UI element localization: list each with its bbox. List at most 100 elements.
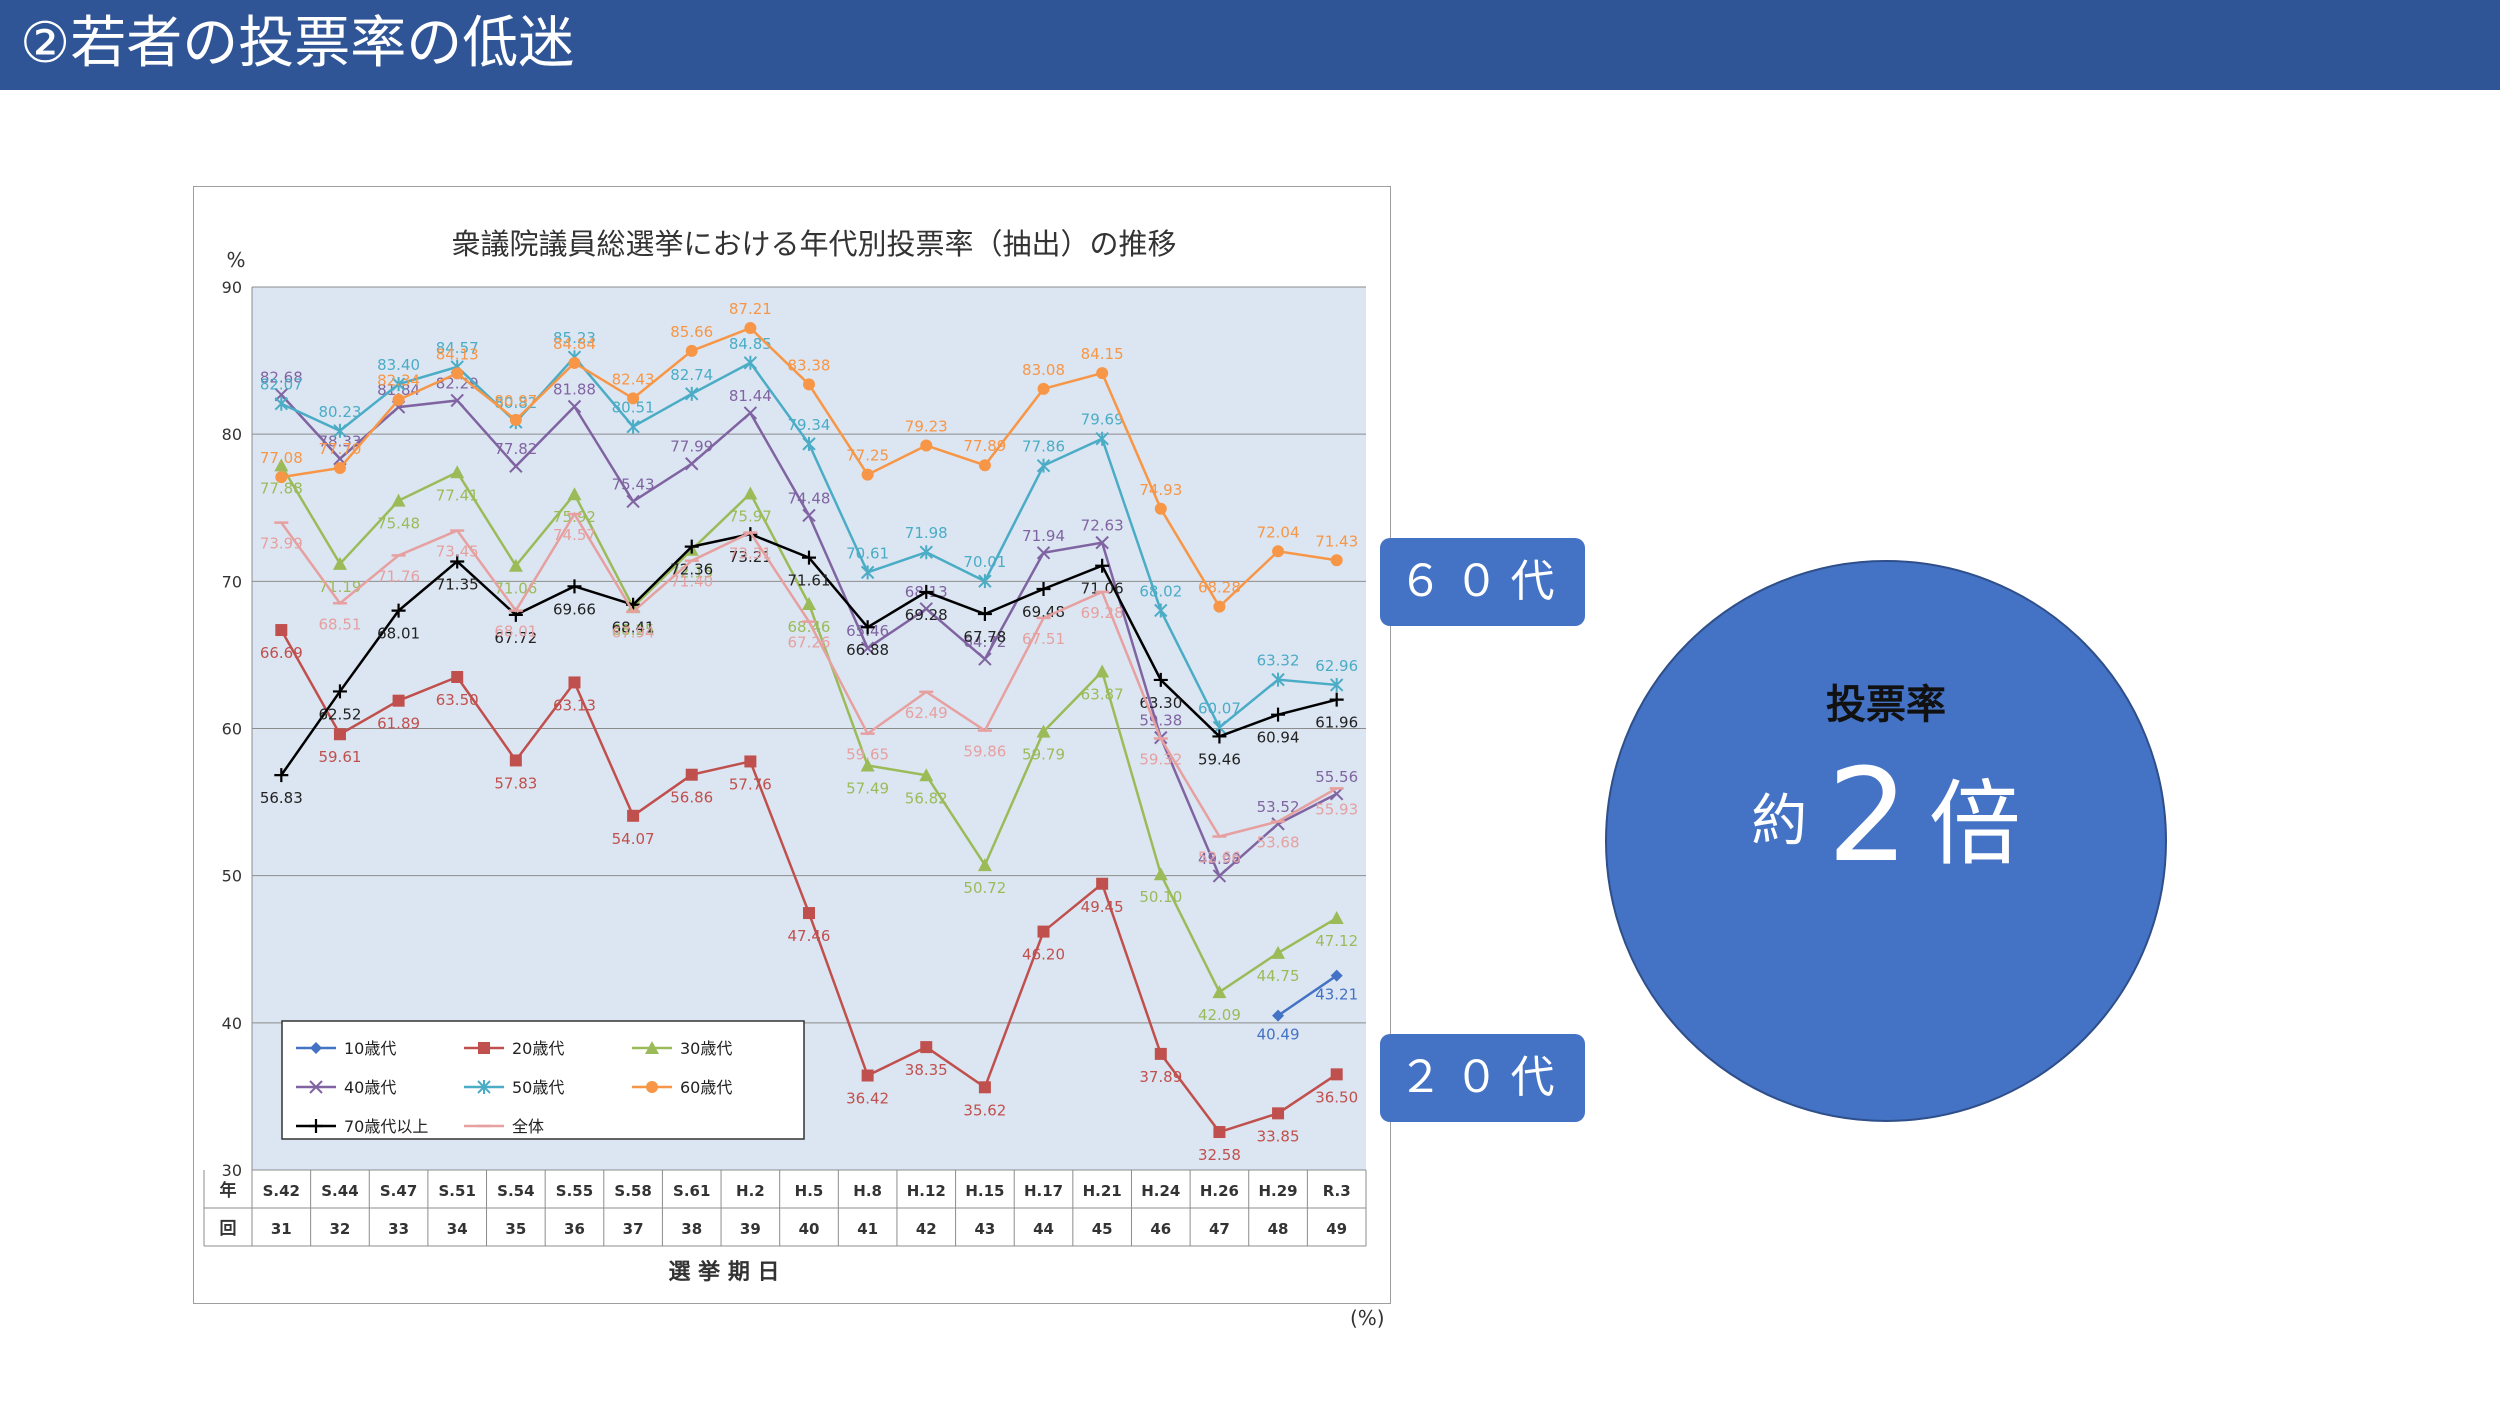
data-point [1329,911,1344,925]
legend-swatch-marker [646,1081,658,1093]
data-label: 59.38 [1139,712,1182,730]
x-tick-label: S.44 [321,1182,358,1200]
data-point [392,393,405,406]
data-label: 75.97 [729,507,772,525]
data-point [919,602,933,616]
data-point [1330,554,1343,567]
data-label: 50.72 [963,879,1006,897]
data-label: 63.50 [436,691,479,709]
data-label: 77.41 [436,486,479,504]
data-label: 69.66 [553,600,596,618]
data-label: 61.89 [377,715,420,733]
legend-swatch-marker [309,1080,323,1094]
data-point [802,596,816,610]
data-point [802,508,816,523]
chart-frame: 衆議院議員総選挙における年代別投票率（抽出）の推移 % 選 挙 期 日 30 40… [193,186,1391,1304]
data-label: 62.52 [318,705,361,723]
data-point [509,413,522,426]
data-point [1154,603,1168,618]
data-label: 59.65 [846,746,889,764]
data-label: 35.62 [963,1101,1006,1119]
data-point [1272,1009,1285,1022]
data-label: 77.99 [670,438,713,456]
data-point [391,603,406,618]
data-label: 72.04 [1257,523,1300,541]
data-label: 71.98 [905,524,948,542]
row-label-year: 年 [220,1180,237,1201]
data-label: 55.56 [1315,768,1358,786]
data-label: 73.99 [260,535,303,553]
data-label: 79.34 [788,416,831,434]
data-point [802,436,816,451]
y-tick-label: 80 [222,425,242,444]
data-label: 71.06 [1081,580,1124,598]
data-label: 57.83 [494,774,537,792]
row-label-round: 回 [220,1219,237,1239]
legend-swatch-marker [478,1042,490,1054]
data-point [860,620,875,635]
data-label: 68.01 [494,623,537,641]
x-round-label: 33 [388,1220,409,1238]
data-label: 74.57 [553,526,596,544]
data-label: 53.52 [1257,798,1300,816]
data-point [391,493,406,507]
x-tick-label: H.15 [965,1182,1004,1200]
data-label: 59.32 [1139,751,1182,769]
data-label: 82.43 [612,370,655,388]
data-point [275,624,288,637]
data-point [508,558,523,572]
data-point [978,574,992,589]
data-point [333,462,346,475]
x-round-label: 47 [1209,1220,1230,1238]
data-point [626,419,640,434]
data-label: 66.69 [260,644,303,662]
y-tick-label: 90 [222,278,242,297]
series-70歳代以上: 56.83 62.52 68.01 71.35 67.72 69.66 68.41 72.36… [260,527,1358,807]
x-round-label: 45 [1092,1220,1113,1238]
x-tick-label: H.17 [1024,1182,1063,1200]
data-point [332,556,347,570]
data-label: 56.82 [905,789,948,807]
data-point [1036,581,1051,596]
x-round-label: 35 [505,1220,526,1238]
data-label: 46.20 [1022,946,1065,964]
data-label: 72.63 [1081,517,1124,535]
data-label: 73.31 [729,545,772,563]
y-tick-label: 40 [222,1014,242,1033]
data-label: 56.86 [670,789,713,807]
circle-suffix: 倍 [1928,771,2021,878]
x-tick-label: R.3 [1323,1182,1351,1200]
legend-label: 40歳代 [344,1078,396,1097]
data-label: 82.74 [670,366,713,384]
legend-label: 全体 [512,1117,544,1136]
data-point [509,459,523,473]
data-point [450,393,464,408]
data-label: 44.75 [1257,967,1300,985]
x-round-label: 44 [1033,1220,1054,1238]
legend-label: 70歳代以上 [344,1117,428,1136]
x-tick-label: H.12 [907,1182,946,1200]
data-point [1271,707,1286,722]
data-label: 49.45 [1081,898,1124,916]
data-label: 68.51 [318,615,361,633]
data-label: 36.42 [846,1090,889,1108]
data-point [1212,985,1227,999]
data-point [1036,546,1051,560]
data-label: 71.61 [788,572,831,590]
data-point [391,377,406,392]
data-label: 40.49 [1257,1026,1300,1044]
data-point [627,392,640,405]
data-point [978,652,992,666]
data-label: 63.87 [1081,686,1124,704]
data-point [392,694,405,707]
data-label: 73.21 [729,548,772,566]
x-tick-label: S.47 [380,1182,417,1200]
data-label: 81.88 [553,380,596,398]
data-label: 37.89 [1139,1068,1182,1086]
data-point [333,423,347,438]
data-point [685,457,699,471]
data-label: 84.57 [436,339,479,357]
data-label: 32.58 [1198,1146,1241,1164]
x-tick-label: S.61 [673,1182,710,1200]
y-tick-label: 60 [222,720,242,739]
